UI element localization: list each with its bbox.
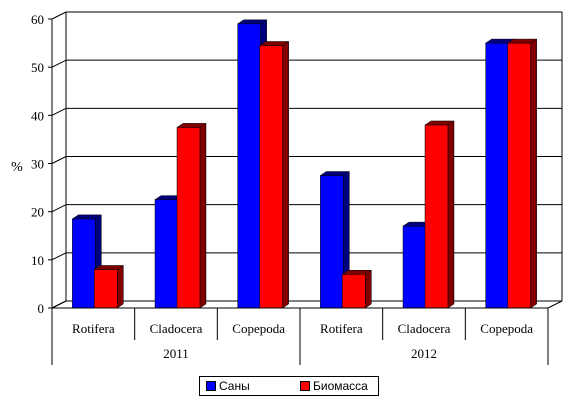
bar-front (342, 274, 366, 309)
legend-item-series-2: Биомасса (300, 379, 368, 393)
gridline-diagonal (51, 156, 67, 164)
bar-front (237, 23, 261, 309)
x-tick-label: Copepoda (480, 321, 533, 336)
y-tick-label: 40 (31, 108, 44, 123)
legend-item-series-1: Саны (206, 379, 250, 393)
bar-front (176, 127, 201, 309)
y-tick-label: 0 (38, 301, 45, 316)
gridline-diagonal (51, 300, 67, 309)
bar-front (320, 175, 344, 309)
bar-front (402, 225, 427, 309)
bar-front (424, 124, 449, 309)
bar-side (365, 269, 372, 309)
y-axis-label: % (11, 160, 23, 175)
bars (71, 19, 538, 309)
legend-swatch-series-1 (206, 381, 216, 391)
legend-swatch-series-2 (300, 381, 310, 391)
bar-top (236, 19, 268, 25)
bar-top (258, 41, 290, 46)
bar-top (341, 270, 373, 275)
bar-top (93, 265, 125, 270)
bar-side (282, 41, 289, 309)
y-tick-label: 20 (31, 205, 44, 220)
y-tick-label: 10 (31, 253, 44, 268)
legend: Саны Биомасса (199, 376, 379, 396)
gridline-diagonal (51, 107, 67, 116)
bar-top (71, 214, 103, 220)
bar-top (424, 120, 455, 126)
bar-front (72, 218, 96, 309)
bar-front (485, 42, 509, 309)
bar-side (117, 264, 124, 309)
gridline-diagonal (51, 252, 67, 261)
gridline-diagonal (51, 204, 67, 213)
y-tick-label: 50 (31, 60, 44, 75)
group-label: 2011 (163, 346, 189, 361)
x-tick-label: Rotifera (72, 321, 115, 336)
x-tick-label: Cladocera (398, 321, 451, 336)
bar-front (154, 199, 179, 309)
gridline-diagonal (51, 11, 67, 20)
y-tick-label: 60 (31, 12, 44, 27)
bar-side (199, 122, 207, 309)
bar-top (319, 171, 351, 176)
x-tick-label: Copepoda (232, 321, 285, 336)
x-tick-label: Cladocera (150, 321, 203, 336)
legend-label-series-2: Биомасса (313, 379, 368, 393)
bar-front (94, 269, 118, 309)
gridlines (51, 11, 562, 309)
bar-top (176, 123, 207, 128)
bar-side (530, 38, 537, 309)
gridline-diagonal (51, 59, 67, 68)
y-tick-label: 30 (31, 157, 44, 172)
bar-side (447, 120, 455, 309)
bar-front (507, 42, 531, 309)
x-tick-label: Rotifera (320, 321, 363, 336)
bar-front (259, 45, 283, 309)
group-label: 2012 (411, 346, 437, 361)
legend-label-series-1: Саны (219, 379, 250, 393)
bar-top (506, 38, 538, 44)
axes (48, 18, 549, 365)
axis-labels: 0 10 20 30 40 50 60% Rotifera Cladocera Copepoda R… (11, 12, 533, 361)
